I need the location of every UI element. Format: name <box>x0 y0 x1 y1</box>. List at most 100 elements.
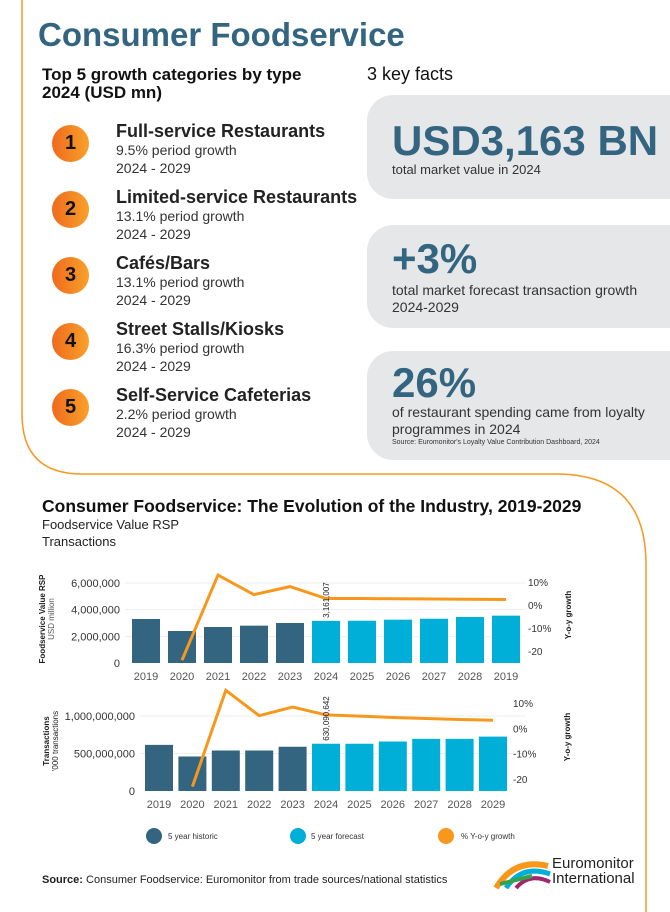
category-period: 2024 - 2029 <box>116 292 191 308</box>
chart2-xtick-label: 2027 <box>414 799 438 811</box>
chart2-ytick-label: 0 <box>129 786 135 798</box>
fact-text: of restaurant spending came from loyalty… <box>392 404 645 447</box>
category-details: 13.1% period growth 2024 - 2029 <box>116 273 244 309</box>
rank-badge: 3 <box>52 257 89 294</box>
category-period: 2024 - 2029 <box>116 358 191 374</box>
source-text: Consumer Foodservice: Euromonitor from t… <box>82 874 448 886</box>
category-growth: 2.2% period growth <box>116 406 237 422</box>
legend-forecast-label: 5 year forecast <box>311 832 364 841</box>
category-details: 13.1% period growth 2024 - 2029 <box>116 207 244 243</box>
chart-subtitle-transactions: Transactions <box>42 534 116 549</box>
legend-forecast-swatch <box>290 828 306 844</box>
chart1-bar <box>204 627 232 663</box>
category-name: Street Stalls/Kiosks <box>116 319 285 339</box>
chart1-xtick-label: 2019 <box>134 671 158 683</box>
chart1-y2tick-label: -10% <box>528 624 551 635</box>
rank-badge: 2 <box>52 191 89 228</box>
chart1-ytick-label: 6,000,000 <box>71 578 120 590</box>
chart1-data-label: 3,161,007 <box>322 582 331 618</box>
chart1-bar <box>276 623 304 663</box>
source-label: Source: <box>42 874 83 886</box>
legend-historic-swatch <box>146 828 162 844</box>
chart2-xtick-label: 2021 <box>214 799 238 811</box>
chart2-xtick-label: 2024 <box>314 799 338 811</box>
rank-badge: 5 <box>52 389 89 426</box>
category-details: 2.2% period growth 2024 - 2029 <box>116 405 237 441</box>
chart1-ytick-label: 0 <box>114 658 120 670</box>
chart1-xtick-label: 2022 <box>242 671 266 683</box>
category-growth: 13.1% period growth <box>116 274 245 290</box>
fact-big-number: +3% <box>392 235 478 282</box>
chart2-y2tick-label: -10% <box>513 750 536 761</box>
category-name: Full-service Restaurants <box>116 121 326 141</box>
fact-text-line: total market forecast transaction growth <box>392 282 638 298</box>
chart2-y2tick-label: -20 <box>513 775 528 786</box>
category-period: 2024 - 2029 <box>116 424 191 440</box>
chart2-bar <box>445 738 474 791</box>
fact-text-line: 2024-2029 <box>392 299 459 315</box>
chart1-y2tick-label: 0% <box>528 601 543 612</box>
rank-badge: 4 <box>52 323 89 360</box>
fact-source: Source: Euromonitor's Loyalty Value Cont… <box>392 439 600 446</box>
legend-historic-label: 5 year historic <box>168 832 218 841</box>
logo-line2: International <box>552 870 635 887</box>
chart1-ytick-label: 4,000,000 <box>71 605 120 617</box>
chart2-bar <box>245 750 274 791</box>
category-growth: 16.3% period growth <box>116 340 245 356</box>
rank-badge: 1 <box>52 125 89 162</box>
chart2-bar <box>278 746 307 791</box>
chart2-xtick-label: 2023 <box>280 799 304 811</box>
chart2-bar <box>145 744 173 791</box>
legend-growth-swatch <box>438 828 454 844</box>
page-title: Consumer Foodservice <box>38 16 405 53</box>
chart2-xtick-label: 2025 <box>347 799 371 811</box>
chart1-xtick-label: 2020 <box>170 671 194 683</box>
fact-text: total market forecast transaction growth… <box>392 282 637 316</box>
chart2-ytick-label: 500,000,000 <box>74 749 135 761</box>
chart1-bar <box>456 617 484 663</box>
chart2-ylabel-text: Transactions <box>42 716 51 766</box>
euromonitor-logo: Euromonitor International <box>492 856 635 890</box>
left-border-line <box>21 0 368 475</box>
chart2-bar <box>312 743 340 791</box>
category-period: 2024 - 2029 <box>116 160 191 176</box>
chart1-xtick-label: 2023 <box>278 671 302 683</box>
fact-card-loyalty: 26% of restaurant spending came from loy… <box>367 351 670 460</box>
chart2-xtick-label: 2020 <box>180 799 204 811</box>
fact-big-number: 26% <box>392 359 477 406</box>
facts-heading: 3 key facts <box>367 64 454 84</box>
chart1-xtick-label: 2026 <box>386 671 410 683</box>
chart2-xtick-label: 2029 <box>481 799 505 811</box>
chart2-ylabel-unit: '000 transactions <box>51 710 60 772</box>
logo-arc-icon <box>493 861 551 890</box>
source-note: Source: Consumer Foodservice: Euromonito… <box>42 874 447 886</box>
chart1-bar <box>132 619 160 663</box>
categories-heading-line2: 2024 (USD mn) <box>42 83 162 102</box>
chart-subtitle-value: Foodservice Value RSP <box>42 517 180 532</box>
category-period: 2024 - 2029 <box>116 226 191 242</box>
chart2-bar <box>378 741 407 791</box>
chart1-ylabel-text: Foodservice Value RSP <box>38 574 47 664</box>
legend-growth-label: % Y-o-y growth <box>461 832 515 841</box>
chart2-data-label: 630,090,642 <box>322 696 331 741</box>
chart2-ylabel: Transactions '000 transactions <box>42 706 60 776</box>
chart1-bar <box>384 619 412 663</box>
categories-heading-line1: Top 5 growth categories by type <box>42 65 302 84</box>
chart2-xtick-label: 2028 <box>447 799 471 811</box>
chart2-bar <box>211 750 240 791</box>
fact-big-number: USD3,163 BN <box>392 117 659 164</box>
fact-text-line: programmes in 2024 <box>392 421 521 437</box>
chart1-xtick-label: 2028 <box>458 671 482 683</box>
category-name: Limited-service Restaurants <box>116 187 358 207</box>
fact-card-market-value: USD3,163 BN total market value in 2024 <box>367 95 670 199</box>
chart2-growth-line <box>190 687 494 788</box>
fact-text-line: of restaurant spending came from loyalty <box>392 404 645 420</box>
chart-section-title: Consumer Foodservice: The Evolution of t… <box>42 496 582 516</box>
chart2-y2label: Y-o-y growth <box>563 712 572 762</box>
logo-text: Euromonitor International <box>552 856 635 886</box>
chart1-growth-line <box>180 572 507 661</box>
chart1-xtick-label: 2019 <box>494 671 518 683</box>
categories-heading: Top 5 growth categories by type 2024 (US… <box>42 66 301 102</box>
